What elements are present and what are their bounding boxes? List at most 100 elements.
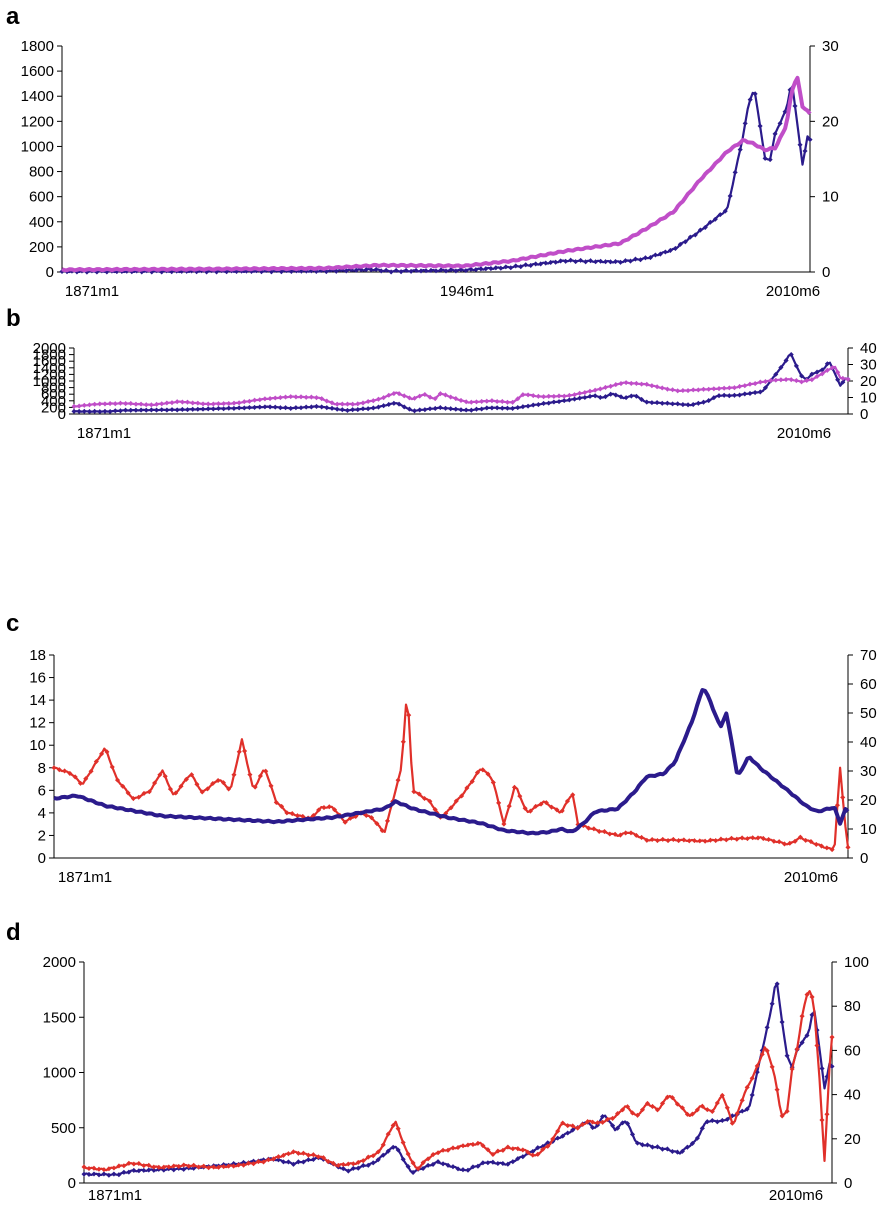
series-marker-red (379, 828, 385, 834)
series-marker-navy (499, 405, 505, 411)
y-right-tick-label: 20 (822, 113, 839, 130)
y-left-tick-label: 14 (29, 692, 46, 709)
series-marker-red (347, 815, 353, 821)
series-marker-red (453, 798, 459, 804)
series-marker-red (679, 1105, 685, 1111)
series-marker-navy (649, 1144, 656, 1150)
series-marker-navy (97, 409, 103, 415)
series-marker-navy (396, 401, 402, 407)
series-marker-navy (453, 406, 459, 412)
series-marker-magenta (706, 386, 712, 392)
series-marker-red (465, 1142, 471, 1148)
series-marker-red (809, 994, 815, 1000)
series-marker-red (490, 1151, 496, 1158)
series-marker-navy (530, 1148, 536, 1155)
series-marker-magenta (556, 393, 562, 399)
series-line-navy (53, 688, 850, 836)
series-marker-navy (742, 120, 748, 126)
y-left-tick-label: 12 (29, 715, 46, 732)
series-marker-navy (695, 400, 701, 406)
series-marker-magenta (778, 377, 784, 383)
series-marker-red (794, 1046, 800, 1052)
y-left-tick-label: 0 (68, 1175, 76, 1192)
series-marker-navy (143, 407, 149, 413)
series-marker-red (199, 789, 205, 795)
series-marker-navy (670, 401, 676, 407)
series-marker-navy (403, 267, 409, 273)
series-marker-red (739, 1097, 745, 1103)
series-marker-red (435, 1150, 441, 1156)
series-marker-navy (662, 249, 668, 255)
series-marker-navy (465, 1167, 471, 1173)
series-marker-red (464, 785, 470, 791)
series-marker-red (612, 831, 618, 837)
series-marker-magenta (670, 387, 676, 393)
series-marker-magenta (406, 395, 412, 401)
series-marker-red (236, 749, 242, 755)
series-marker-navy (731, 392, 738, 398)
series-marker-navy (355, 407, 361, 413)
series-marker-red (623, 830, 629, 836)
series-marker-navy (417, 407, 423, 413)
y-left-tick-label: 0 (38, 850, 46, 867)
series-marker-navy (508, 265, 514, 271)
series-marker-navy (440, 1161, 446, 1167)
y-left-tick-label: 1000 (21, 138, 54, 155)
series-marker-navy (749, 1092, 755, 1098)
series-marker-navy (535, 402, 541, 408)
series-marker-red (325, 1159, 331, 1165)
series-marker-navy (86, 409, 93, 415)
y-left-tick-label: 1800 (33, 347, 66, 364)
series-marker-red (718, 836, 724, 842)
series-line-navy (61, 85, 811, 274)
series-marker-red (596, 828, 602, 834)
series-marker-navy (799, 373, 805, 379)
series-marker-red (525, 1149, 531, 1155)
y-left-tick-label: 10 (29, 737, 46, 754)
series-marker-navy (769, 1001, 775, 1007)
series-marker-magenta (277, 395, 283, 401)
series-marker-navy (117, 408, 124, 414)
y-right-tick-label: 100 (844, 954, 869, 971)
series-marker-magenta (587, 388, 593, 394)
series-marker-red (520, 1147, 526, 1153)
series-marker-navy (215, 405, 222, 412)
series-marker-magenta (783, 376, 789, 383)
series-marker-red (774, 1087, 780, 1093)
series-marker-red (818, 843, 825, 849)
series-marker-navy (334, 406, 340, 412)
series-marker-navy (807, 137, 813, 143)
series-marker-red (829, 847, 835, 853)
series-marker-navy (460, 1167, 466, 1173)
y-right-tick-label: 30 (860, 763, 877, 780)
series-marker-red (564, 798, 570, 804)
series-marker-magenta (432, 396, 438, 402)
series-marker-magenta (752, 381, 758, 387)
y-right-tick-label: 30 (822, 38, 839, 55)
series-marker-magenta (288, 394, 294, 400)
series-marker-navy (675, 401, 681, 407)
series-marker-magenta (308, 394, 314, 400)
series-marker-navy (453, 268, 459, 274)
series-marker-magenta (169, 400, 175, 406)
series-marker-magenta (597, 386, 603, 392)
series-marker-navy (164, 407, 170, 413)
y-right-tick-label: 20 (844, 1131, 861, 1148)
series-marker-navy (582, 394, 588, 401)
series-marker-red (799, 1013, 805, 1019)
series-marker-magenta (313, 395, 320, 401)
series-marker-navy (200, 406, 206, 412)
series-marker-navy (762, 385, 768, 391)
series-marker-navy (411, 408, 418, 414)
series-marker-red (186, 1163, 192, 1169)
series-marker-magenta (102, 401, 108, 407)
series-marker-navy (546, 400, 552, 406)
series-marker-navy (479, 406, 485, 412)
series-marker-red (634, 1112, 641, 1118)
series-marker-magenta (179, 399, 185, 405)
series-marker-magenta (840, 375, 846, 381)
series-marker-navy (210, 406, 216, 412)
series-marker-magenta (742, 383, 748, 389)
series-marker-navy (445, 1162, 451, 1168)
y-left-tick-label: 4 (38, 805, 46, 822)
